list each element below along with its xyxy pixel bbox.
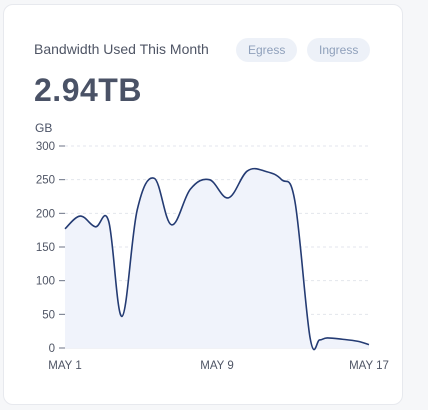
y-tick-label: 250 [36,175,55,187]
y-axis-unit-label: GB [35,121,53,135]
egress-filter-button[interactable]: Egress [236,38,298,62]
x-tick-label: MAY 17 [349,360,389,372]
y-tick-label: 300 [36,141,55,153]
x-tick-label: MAY 9 [200,360,233,372]
x-tick-label: MAY 1 [48,360,81,372]
bandwidth-total: 2.94TB [34,72,142,108]
series-line [64,167,370,351]
ingress-filter-button[interactable]: Ingress [307,38,371,62]
y-tick-label: 0 [49,343,55,355]
y-axis-ticks: 0 50 100 150 200 250 300 [36,141,65,355]
y-tick-label: 150 [36,242,55,254]
y-tick-label: 100 [36,276,55,288]
y-tick-label: 50 [42,309,55,321]
card-title: Bandwidth Used This Month [34,41,209,57]
y-tick-label: 200 [36,208,55,220]
area-fill [65,168,369,350]
x-axis-ticks: MAY 1 MAY 9 MAY 17 [48,360,389,372]
